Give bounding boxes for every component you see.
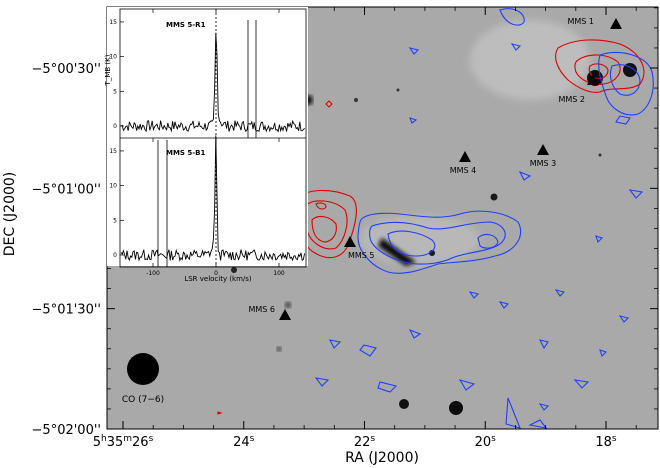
inset-y-tick-label: 10 — [109, 54, 117, 61]
inset-y-tick-label: 0 — [113, 123, 117, 130]
inset-y-label: T_MB (K) — [104, 54, 112, 86]
mms-6-label: MMS 6 — [248, 305, 275, 314]
beam-label: CO (7−6) — [122, 395, 164, 405]
mms-2-marker — [587, 74, 599, 85]
inset-y-tick-label: 5 — [113, 217, 117, 224]
x-tick-label: 18s — [595, 434, 617, 450]
y-tick-label: −5°01'00'' — [32, 182, 101, 197]
y-tick-label: −5°01'30'' — [32, 303, 101, 318]
inset-y-tick-label: 15 — [109, 148, 117, 155]
inset-background — [107, 7, 308, 266]
blue-contours — [314, 8, 654, 429]
inset-y-tick-label: 0 — [113, 252, 117, 259]
x-tick-label: 5h35m26s — [93, 434, 154, 450]
y-axis-label: DEC (J2000) — [2, 172, 18, 257]
inset-panel-title-b1: MMS 5-B1 — [166, 149, 206, 157]
inset-x-tick-label: -100 — [146, 270, 160, 277]
mms-5-marker — [344, 236, 356, 247]
mms-6-marker — [279, 309, 291, 320]
mms-4-label: MMS 4 — [450, 166, 477, 175]
inset-spectra: 0 0 5 5 10 10 15 15 -100 0 100 MMS 5-R1 MMS 5-B1 L… — [104, 7, 308, 283]
inset-x-label: LSR velocity (km/s) — [184, 275, 252, 283]
mms-1-marker — [610, 18, 622, 29]
x-axis-label: RA (J2000) — [345, 450, 419, 466]
mms-2-label: MMS 2 — [558, 95, 585, 104]
mms-4-marker — [459, 151, 471, 162]
x-tick-label: 24s — [233, 434, 255, 450]
mms-5-label: MMS 5 — [348, 251, 375, 260]
beam-circle — [127, 353, 159, 385]
inset-r1-spectrum — [120, 32, 305, 133]
inset-y-tick-label: 5 — [113, 88, 117, 95]
inset-x-tick-label: 100 — [273, 270, 285, 277]
x-tick-label: 20s — [475, 434, 497, 450]
y-tick-label: −5°00'30'' — [32, 62, 101, 77]
mms-3-marker — [537, 144, 549, 155]
inset-y-tick-label: 15 — [109, 19, 117, 26]
mms-3-label: MMS 3 — [530, 159, 557, 168]
mms-1-label: MMS 1 — [567, 17, 594, 26]
inset-panel-title-r1: MMS 5-R1 — [166, 21, 206, 29]
inset-x-tick-label: 0 — [214, 270, 218, 277]
inset-b1-spectrum — [120, 135, 306, 262]
x-tick-label: 22s — [354, 434, 376, 450]
y-tick-label: −5°02'00'' — [32, 423, 101, 438]
inset-y-tick-label: 10 — [109, 183, 117, 190]
